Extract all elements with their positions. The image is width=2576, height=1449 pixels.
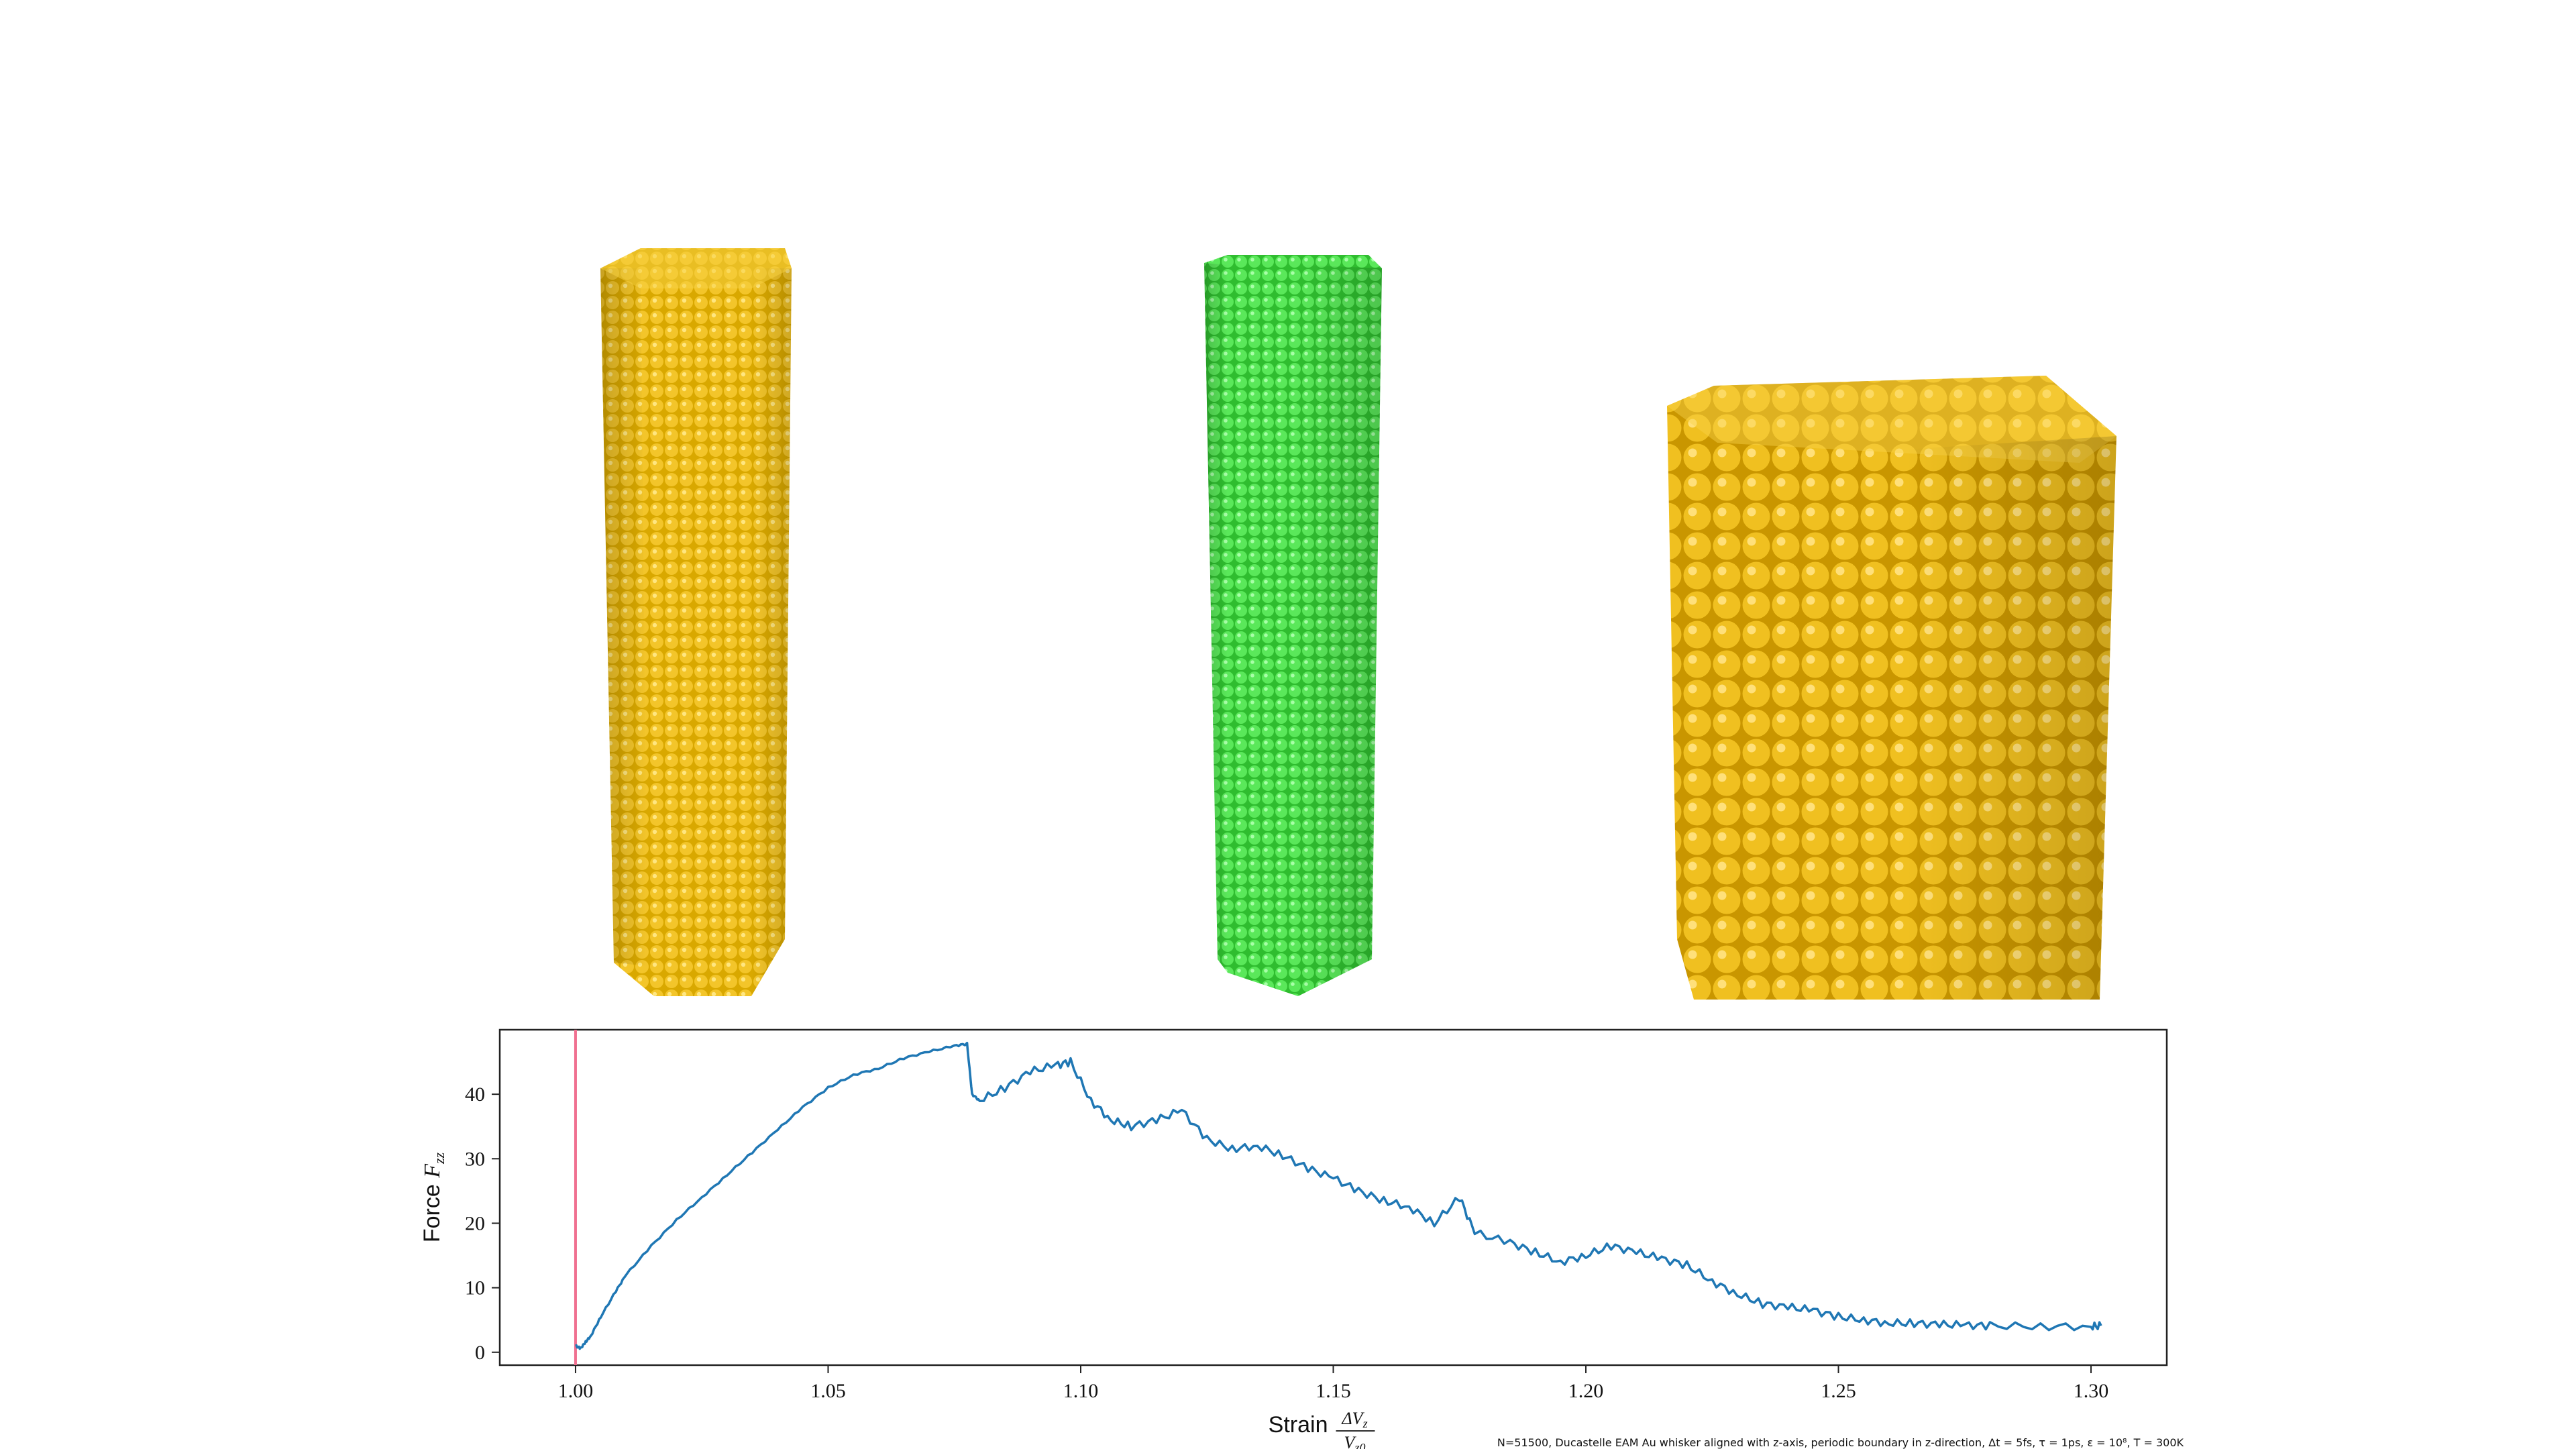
x-axis-label-numerator: ΔVz	[1341, 1409, 1367, 1430]
x-tick-label: 1.20	[1568, 1380, 1604, 1402]
x-axis-ticks: 1.00 1.05 1.10 1.15 1.20 1.25 1.30	[558, 1365, 2109, 1402]
axes-frame	[498, 1028, 2168, 1366]
x-tick-label: 1.10	[1063, 1380, 1099, 1402]
y-tick-label: 10	[465, 1277, 485, 1299]
x-tick-label: 1.25	[1821, 1380, 1856, 1402]
gold-whisker-render	[600, 248, 792, 996]
y-axis-label-group: Force Fzz	[419, 1152, 447, 1242]
x-tick-label: 1.30	[2074, 1380, 2109, 1402]
x-tick-label: 1.00	[558, 1380, 594, 1402]
y-axis-ticks: 0 10 20 30 40	[465, 1083, 500, 1364]
figure-caption: N=51500, Ducastelle EAM Au whisker align…	[1497, 1436, 2184, 1449]
x-axis-label: Strain	[1269, 1412, 1328, 1438]
y-axis-label: Force Fzz	[419, 1152, 447, 1242]
y-tick-label: 20	[465, 1212, 485, 1234]
x-axis-label-denominator: Vz0	[1344, 1433, 1366, 1449]
y-tick-label: 0	[475, 1342, 485, 1364]
green-whisker-render	[1204, 255, 1382, 996]
force-series-line	[575, 1041, 2102, 1350]
x-tick-label: 1.05	[810, 1380, 846, 1402]
x-axis-label-fraction: ΔVz Vz0	[1336, 1409, 1375, 1449]
gold-whisker-closeup-render	[1667, 376, 2116, 1000]
y-tick-label: 30	[465, 1148, 485, 1170]
x-tick-label: 1.15	[1316, 1380, 1351, 1402]
y-tick-label: 40	[465, 1083, 485, 1106]
force-strain-plot: 1.00 1.05 1.10 1.15 1.20 1.25 1.30 0 10 20 30 40 S…	[419, 1028, 2168, 1449]
